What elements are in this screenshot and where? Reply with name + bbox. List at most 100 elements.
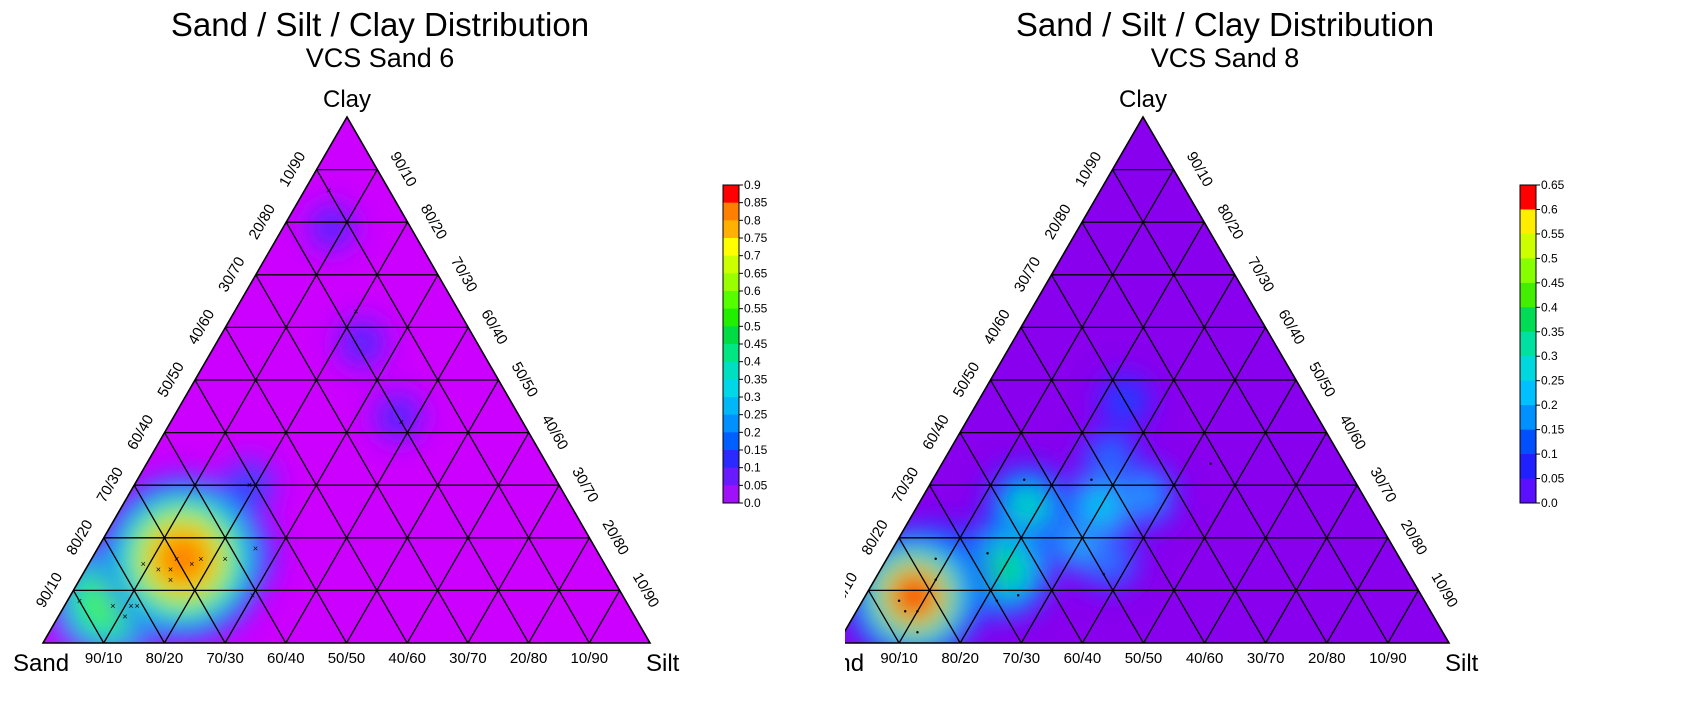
colorbar-label: 0.15	[744, 443, 768, 457]
tick-label-left: 40/60	[980, 307, 1013, 348]
chart-title: Sand / Silt / Clay Distribution	[1015, 6, 1435, 43]
colorbar-label: 0.6	[1541, 202, 1558, 216]
tick-label-bottom: 80/20	[146, 650, 184, 667]
tick-label-left: 90/10	[845, 570, 861, 611]
sample-marker: •	[916, 627, 919, 637]
vertex-label-silt: Silt	[646, 650, 680, 677]
tick-label-right: 70/30	[1244, 254, 1277, 295]
sample-marker: •	[1023, 475, 1026, 485]
colorbar-swatch	[723, 238, 739, 257]
grid-line-sand	[164, 432, 287, 644]
grid-line-sand	[867, 590, 900, 644]
tick-label-bottom: 20/80	[1308, 650, 1346, 667]
contour-blob	[151, 527, 214, 590]
grid-line-sand	[928, 484, 1022, 644]
colorbar-swatch	[1520, 356, 1536, 382]
grid-line-silt	[103, 169, 378, 644]
colorbar-label: 0.2	[744, 425, 761, 439]
colorbar-swatch	[1520, 282, 1536, 308]
tick-label-left: 30/70	[1011, 254, 1044, 295]
ternary-frame	[845, 115, 1451, 644]
colorbar-swatch	[1520, 478, 1536, 504]
sample-marker: ×	[134, 601, 139, 611]
sample-marker: •	[1081, 533, 1084, 543]
contour-blob	[888, 570, 940, 622]
sample-marker: •	[928, 585, 931, 595]
sample-marker: •	[916, 606, 919, 616]
chart-subtitle: VCS Sand 8	[1150, 43, 1300, 73]
tick-label-bottom: 20/80	[510, 650, 548, 667]
sample-marker: ×	[174, 554, 179, 564]
tick-label-right: 20/80	[599, 517, 632, 558]
grid-line-silt	[1326, 537, 1389, 644]
colorbar-label: 0.0	[744, 496, 761, 510]
sample-marker: ×	[223, 554, 228, 564]
tick-label-bottom: 50/50	[1125, 650, 1163, 667]
grid-line-silt	[898, 169, 1175, 644]
colorbar-label: 0.45	[1541, 276, 1565, 290]
contour-blob	[1011, 490, 1043, 522]
colorbar-label: 0.3	[744, 390, 761, 404]
colorbar-label: 0.15	[1541, 423, 1565, 437]
colorbar-label: 0.25	[1541, 374, 1565, 388]
tick-label-right: 30/70	[568, 464, 601, 505]
colorbar-label: 0.85	[744, 196, 768, 210]
grid-line-silt	[1142, 379, 1297, 644]
colorbar-label: 0.35	[744, 372, 768, 386]
grid-line-sand	[898, 537, 961, 644]
ternary-panel-vcs-sand-8: Sand / Silt / Clay Distribution VCS Sand…	[845, 0, 1689, 727]
colorbar-label: 0.8	[744, 213, 761, 227]
grid-line-silt	[588, 590, 621, 644]
sample-marker: ×	[168, 575, 173, 585]
grid-line-silt	[345, 379, 500, 644]
tick-label-right: 40/60	[538, 412, 571, 453]
tick-label-right: 70/30	[447, 254, 480, 295]
ternary-grid	[867, 168, 1419, 644]
colorbar-swatch	[723, 432, 739, 451]
colorbar-label: 0.45	[744, 337, 768, 351]
colorbar-label: 0.55	[744, 302, 768, 316]
grid-line-silt	[406, 432, 530, 644]
colorbar-label: 0.5	[744, 319, 761, 333]
colorbar-label: 0.1	[1541, 447, 1558, 461]
sample-marker: ×	[250, 591, 255, 601]
grid-line-silt	[1387, 590, 1419, 644]
tick-label-left: 70/30	[94, 464, 127, 505]
contour-blob	[1098, 447, 1122, 471]
colorbar-label: 0.65	[1541, 178, 1565, 192]
tick-label-right: 40/60	[1336, 412, 1369, 453]
sample-marker: •	[934, 554, 937, 564]
colorbar-swatch	[723, 450, 739, 469]
sample-marker: •	[989, 585, 992, 595]
tick-label-left: 50/50	[154, 359, 187, 400]
tick-label-left: 10/90	[276, 149, 309, 190]
tick-label-bottom: 90/10	[880, 650, 918, 667]
colorbar-label: 0.9	[744, 178, 761, 192]
colorbar-label: 0.5	[1541, 251, 1558, 265]
colorbar-frame	[1519, 184, 1537, 504]
colorbar: 0.65 0.6 0.55 0.5 0.45 0.4 0.35 0.3 0.25 0.2 0.15 0…	[1519, 178, 1565, 510]
colorbar-swatch	[723, 220, 739, 239]
ternary-grid	[72, 168, 621, 644]
sample-marker: ×	[156, 564, 161, 574]
colorbar-swatch	[723, 185, 739, 204]
chart-title: Sand / Silt / Clay Distribution	[170, 6, 590, 43]
colorbar-swatch	[1520, 405, 1536, 431]
tick-label-bottom: 50/50	[328, 650, 366, 667]
colorbar-swatch	[723, 414, 739, 433]
colorbar-label: 0.2	[1541, 398, 1558, 412]
grid-line-sand	[316, 169, 590, 644]
vertex-label-sand: Sand	[13, 650, 69, 677]
colorbar-swatch	[723, 291, 739, 310]
colorbar: 0.9 0.85 0.8 0.75 0.7 0.65 0.6 0.55 0.5 0.45 0.4 0.…	[722, 178, 768, 510]
vertex-label-clay: Clay	[1119, 86, 1167, 113]
sample-marker: •	[986, 549, 989, 559]
tick-label-right: 50/50	[1305, 359, 1338, 400]
colorbar-swatch	[1520, 454, 1536, 480]
colorbar-label: 0.65	[744, 266, 768, 280]
tick-label-right: 80/20	[417, 201, 450, 242]
grid-line-sand	[1111, 169, 1389, 644]
ternary-frame	[41, 115, 652, 644]
grid-line-sand	[959, 432, 1083, 644]
